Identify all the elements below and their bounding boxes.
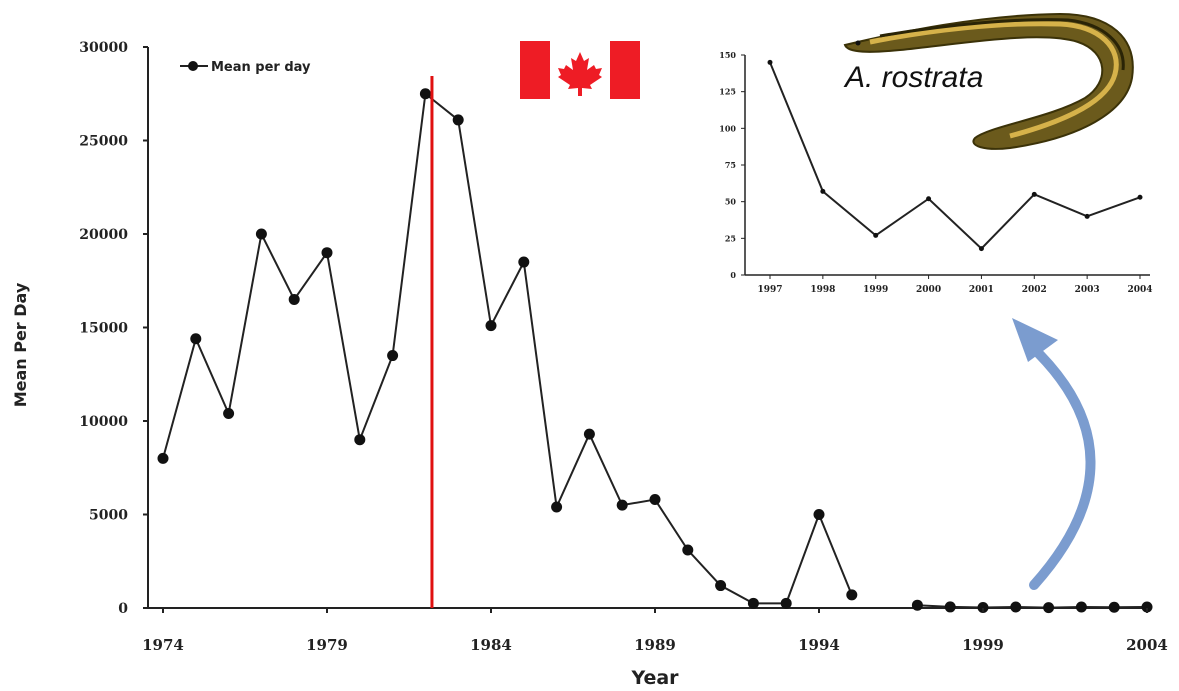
maple-leaf-icon [558, 52, 602, 96]
inset-y-tick-label: 50 [725, 197, 737, 207]
data-point [715, 580, 727, 592]
data-point [977, 601, 989, 613]
eel-illustration [843, 12, 1134, 150]
y-tick-label: 15000 [79, 321, 128, 337]
data-point [649, 494, 661, 506]
data-point [1108, 601, 1120, 613]
data-point [747, 597, 759, 609]
data-point [518, 256, 530, 268]
inset-data-point [873, 232, 879, 238]
y-tick-label: 10000 [79, 414, 128, 430]
inset-x-tick-label: 1997 [757, 285, 782, 295]
data-point [583, 428, 595, 440]
x-tick-label: 1989 [634, 636, 676, 654]
flag-right-band [610, 41, 640, 99]
data-point [354, 434, 366, 446]
data-point [288, 293, 300, 305]
y-tick-label: 5000 [89, 508, 128, 524]
inset-chart: 0 25 50 75 100 125 150 1997 1998 1999 2000 2001 2002… [719, 50, 1152, 295]
inset-x-tick-label: 1999 [863, 285, 888, 295]
legend-marker [188, 61, 198, 71]
eel-eye [855, 40, 861, 46]
inset-data-point [767, 59, 773, 65]
inset-y-tick-label: 25 [725, 233, 736, 243]
data-point [911, 599, 923, 611]
inset-x-tick-label: 1998 [810, 285, 835, 295]
eel-belly [869, 21, 1119, 139]
inset-y-tick-label: 0 [730, 270, 736, 280]
data-point [157, 452, 169, 464]
data-point [321, 247, 333, 259]
data-point [387, 350, 399, 362]
series-line [162, 91, 853, 605]
data-point [551, 501, 563, 513]
inset-y-tick-label: 125 [719, 87, 736, 97]
inset-x-tick-label: 2004 [1127, 285, 1152, 295]
main-series [157, 76, 1153, 614]
data-point [846, 589, 858, 601]
y-tick-label: 30000 [79, 40, 128, 56]
x-tick-label: 2004 [1126, 636, 1168, 654]
eel-dorsal [879, 18, 1125, 71]
data-point [682, 544, 694, 556]
y-tick-label: 25000 [79, 134, 128, 150]
data-point [813, 509, 825, 520]
inset-series-line [769, 61, 1141, 251]
data-point [1141, 601, 1153, 613]
inset-data-point [820, 188, 826, 194]
inset-data-point [926, 196, 932, 202]
curved-arrow-icon [1012, 318, 1096, 590]
data-point [223, 408, 235, 420]
inset-y-tick-label: 100 [719, 123, 736, 133]
flag-left-band [520, 41, 550, 99]
data-point [1075, 601, 1087, 613]
data-point [485, 320, 497, 332]
inset-y-tick-label: 150 [719, 50, 736, 60]
data-point [452, 114, 464, 126]
data-point [255, 228, 267, 240]
x-tick-label: 1984 [470, 636, 512, 654]
canada-flag [520, 41, 640, 99]
data-point [944, 601, 956, 613]
inset-y-tick-label: 75 [725, 160, 736, 170]
inset-data-point [1137, 194, 1143, 200]
inset-x-tick-label: 2000 [916, 285, 941, 295]
y-tick-label: 20000 [79, 227, 128, 243]
data-point [780, 597, 792, 609]
inset-x-tick-label: 2003 [1075, 285, 1100, 295]
data-point [1010, 601, 1022, 613]
inset-data-point [1084, 213, 1090, 219]
x-tick-label: 1979 [306, 636, 348, 654]
arrow-head [1012, 318, 1058, 362]
x-axis-title: Year [630, 667, 679, 689]
inset-x-tick-label: 2001 [969, 285, 994, 295]
inset-data-point [1031, 191, 1037, 197]
x-tick-label: 1974 [142, 636, 184, 654]
species-label: A. rostrata [843, 61, 983, 94]
x-tick-label: 1999 [962, 636, 1004, 654]
inset-x-tick-label: 2002 [1022, 285, 1047, 295]
y-axis-title: Mean Per Day [11, 282, 30, 407]
x-tick-label: 1994 [798, 636, 840, 654]
inset-data-point [978, 246, 984, 252]
data-point [419, 88, 431, 100]
legend-label: Mean per day [211, 60, 311, 75]
legend: Mean per day [180, 60, 311, 75]
data-point [616, 499, 628, 511]
eel-body [843, 12, 1134, 150]
y-tick-label: 0 [118, 601, 128, 617]
data-point [1043, 602, 1055, 614]
data-point [190, 333, 202, 345]
arrow-shaft [1025, 340, 1096, 590]
